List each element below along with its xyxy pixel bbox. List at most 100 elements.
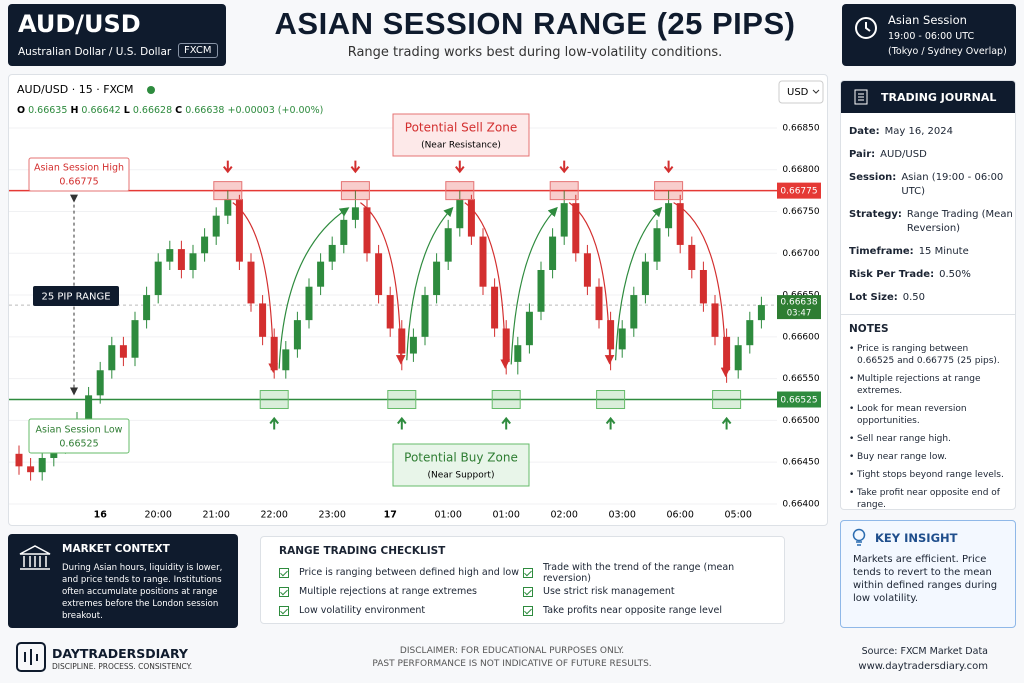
journal-rows: Date: May 16, 2024 Pair: AUD/USD Session: A… (841, 113, 1015, 305)
journal-row: Risk Per Trade: 0.50% (849, 269, 971, 280)
candle-body (119, 345, 127, 358)
y-tick-label: 0.66850 (782, 123, 819, 133)
candle-body (235, 198, 243, 262)
checklist-item: Price is ranging between defined high an… (279, 563, 519, 582)
candle-body (711, 303, 719, 337)
x-tick-label: 22:00 (261, 510, 288, 521)
session-title: Asian Session (888, 13, 967, 27)
note: Multiple rejections at range extremes. (849, 373, 1007, 397)
note: Sell near range high. (849, 433, 1007, 445)
range-high-box (28, 157, 130, 192)
checklist-item: Multiple rejections at range extremes (279, 582, 519, 601)
disclaimer: PAST PERFORMANCE IS NOT INDICATIVE OF FU… (372, 659, 652, 669)
x-tick-label: 16 (94, 510, 108, 521)
y-tick-label: 0.66700 (782, 249, 819, 259)
reversion-arrow (360, 202, 406, 365)
support-marker (596, 390, 626, 410)
notes-title: NOTES (849, 323, 889, 335)
up-arrow (397, 416, 407, 430)
candle-body (96, 370, 104, 396)
x-tick-label: 23:00 (319, 510, 346, 521)
candle-body (456, 198, 464, 229)
buy-zone-box (392, 443, 530, 487)
currency-dropdown[interactable] (778, 80, 824, 104)
x-tick-label: 03:00 (609, 510, 636, 521)
buy-zone-title: Potential Buy Zone (404, 451, 518, 465)
checklist-box: RANGE TRADING CHECKLIST Price is ranging… (260, 536, 785, 624)
range-label: 25 PIP RANGE (41, 292, 110, 303)
checklist-item: Take profits near opposite range level (523, 601, 784, 620)
x-tick-label: 01:00 (435, 510, 462, 521)
journal-row: Session: Asian (19:00 - 06:00 UTC) (849, 172, 1004, 197)
notes: NOTES Price is ranging between 0.66525 a… (841, 314, 1015, 511)
y-tick-label: 0.66750 (782, 207, 819, 217)
candle-body (746, 320, 754, 346)
journal-row: Pair: AUD/USD (849, 149, 927, 160)
x-tick-label: 06:00 (667, 510, 694, 521)
candle-body (259, 303, 267, 337)
session-note: (Tokyo / Sydney Overlap) (888, 46, 1007, 57)
reversion-arrow (464, 202, 510, 369)
down-arrow (350, 160, 361, 174)
candle-body (143, 295, 151, 321)
resistance-marker (654, 181, 684, 201)
support-marker (387, 390, 417, 410)
candle-body (618, 328, 626, 350)
y-tick-label: 0.66550 (782, 374, 819, 384)
candle-body (409, 336, 417, 354)
session-hours: 19:00 - 06:00 UTC (888, 31, 975, 42)
candle-body (723, 336, 731, 371)
candle-body (560, 203, 568, 237)
bulb-icon (852, 528, 866, 546)
support-marker (259, 390, 289, 410)
candle-body (317, 261, 325, 287)
x-tick-label: 21:00 (203, 510, 230, 521)
up-arrow (501, 416, 511, 430)
candle-body (212, 215, 220, 237)
down-arrow (663, 160, 674, 174)
resistance-marker (549, 181, 579, 201)
candle-body (85, 395, 93, 421)
up-arrow (269, 416, 279, 430)
reversion-arrow (510, 206, 558, 365)
candle-body (189, 253, 197, 270)
reversion-arrow (615, 206, 663, 361)
candle-body (201, 236, 209, 254)
currency-label[interactable]: USD (787, 87, 809, 98)
tagline: DISCIPLINE. PROCESS. CONSISTENCY. (52, 662, 193, 671)
journal-header: TRADING JOURNAL (841, 81, 1015, 113)
journal-title: TRADING JOURNAL (881, 90, 997, 104)
session-box: Asian Session 19:00 - 06:00 UTC (Tokyo /… (842, 4, 1016, 66)
candle-body (734, 345, 742, 371)
reversion-arrow (278, 207, 350, 369)
candle-body (108, 345, 116, 371)
sell-zone-box (392, 113, 530, 157)
y-tick-label: 0.66400 (782, 499, 819, 509)
checklist-title: RANGE TRADING CHECKLIST (279, 545, 446, 557)
candle-body (641, 261, 649, 296)
reversion-arrow (232, 202, 278, 374)
symbol-name: Australian Dollar / U.S. Dollar (18, 46, 172, 58)
disclaimer: DISCLAIMER: FOR EDUCATIONAL PURPOSES ONL… (399, 646, 625, 656)
source: Source: FXCM Market Data (861, 646, 988, 657)
note: Take profit near opposite end of range. (849, 487, 1007, 511)
x-tick-label: 17 (384, 510, 397, 521)
journal-icon (854, 89, 868, 105)
candle-body (363, 207, 371, 254)
up-arrow (721, 416, 732, 430)
resistance-marker (213, 181, 243, 201)
candle-body (166, 249, 174, 262)
insight-box: KEY INSIGHT Markets are efficient. Price… (840, 520, 1016, 628)
candle-body (421, 295, 429, 337)
bank-icon (19, 545, 51, 570)
chart-panel: AUD/USD · 15 · FXCM O 0.66635 H 0.66642 … (8, 74, 828, 526)
up-arrow (605, 416, 616, 430)
broker-badge: FXCM (178, 43, 218, 58)
x-tick-label: 20:00 (145, 510, 172, 521)
candle-body (398, 328, 406, 354)
dropdown-caret[interactable] (812, 89, 820, 94)
range-low-value: 0.66525 (59, 439, 98, 450)
range-high-tag-label: 0.66775 (780, 187, 817, 197)
candle-body (328, 244, 336, 262)
